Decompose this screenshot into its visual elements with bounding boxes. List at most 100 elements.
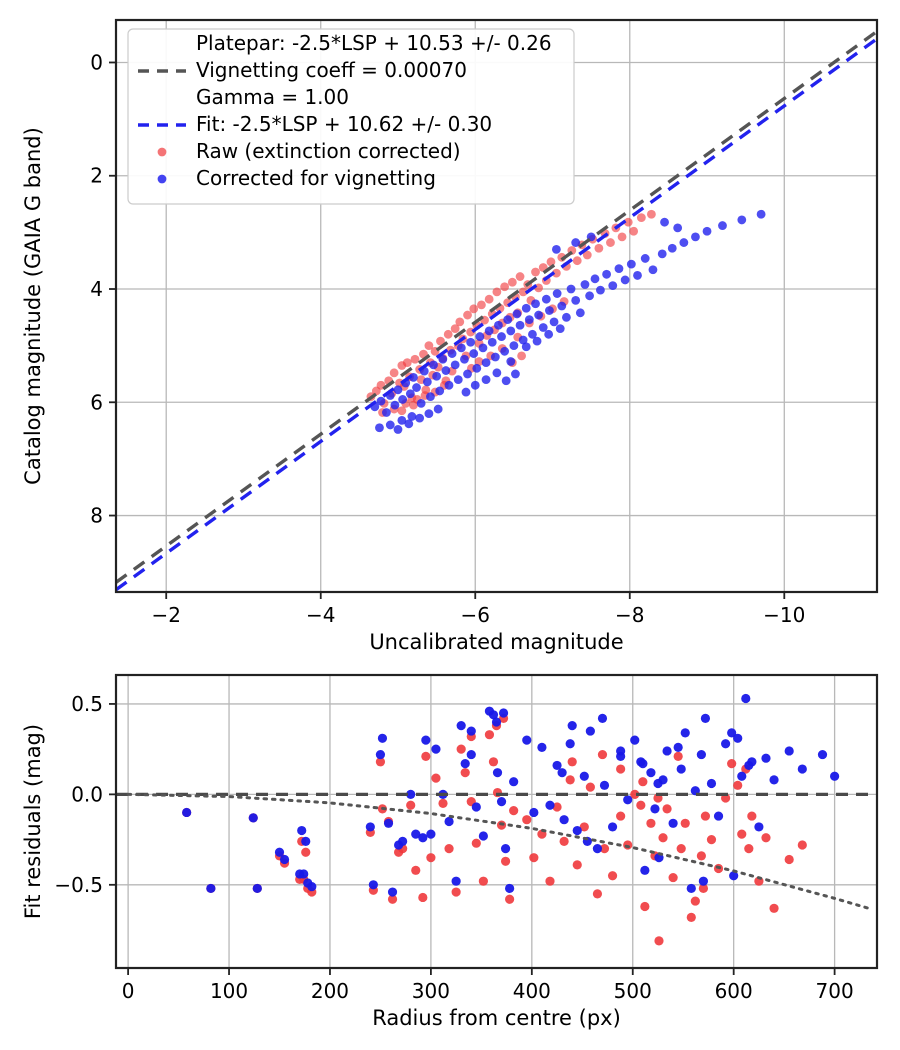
fit-line-fit xyxy=(116,37,877,592)
data-point xyxy=(488,710,499,720)
data-point xyxy=(566,284,576,294)
data-point xyxy=(299,869,309,879)
data-point xyxy=(444,844,454,854)
data-point xyxy=(565,739,575,749)
series-corrected-bottom xyxy=(182,693,840,897)
data-point xyxy=(647,209,656,219)
data-point xyxy=(640,901,650,912)
data-point xyxy=(541,294,551,304)
data-point xyxy=(636,800,646,810)
data-point xyxy=(616,811,626,821)
data-point xyxy=(512,309,522,319)
data-point xyxy=(416,399,426,408)
tick-label-x-2: −6 xyxy=(461,603,490,627)
data-point xyxy=(478,343,488,353)
data-point xyxy=(469,304,479,314)
data-point xyxy=(623,795,633,805)
data-point xyxy=(490,352,500,362)
data-point xyxy=(562,312,571,322)
data-point xyxy=(537,742,547,752)
legend-entry-4[interactable]: Raw (extinction corrected) xyxy=(157,139,461,163)
data-point xyxy=(393,385,403,395)
data-point xyxy=(702,226,712,236)
series-corrected-top xyxy=(370,209,766,434)
data-point xyxy=(733,780,743,790)
data-point xyxy=(552,289,562,298)
legend-entry-0[interactable]: Platepar: -2.5*LSP + 10.53 +/- 0.26 xyxy=(196,31,552,55)
data-point xyxy=(444,816,454,827)
data-point xyxy=(673,742,683,752)
data-point xyxy=(797,840,807,850)
data-point xyxy=(579,771,589,781)
data-point xyxy=(375,757,386,767)
tick-label-x-4: 400 xyxy=(513,979,551,1003)
data-point xyxy=(409,400,418,410)
data-point xyxy=(390,400,400,410)
data-point xyxy=(557,768,567,778)
legend-label-2: Gamma = 1.00 xyxy=(196,85,349,109)
data-point xyxy=(484,730,495,740)
data-point xyxy=(640,865,650,875)
data-point xyxy=(733,733,743,743)
fit-line-platepar xyxy=(116,29,877,584)
data-point xyxy=(727,728,737,738)
data-point xyxy=(466,749,476,760)
legend-entry-2[interactable]: Gamma = 1.00 xyxy=(196,85,349,109)
data-point xyxy=(552,802,562,812)
vignetting-model-curve xyxy=(126,792,872,911)
data-point xyxy=(469,349,479,358)
data-point xyxy=(451,887,461,897)
data-point xyxy=(477,300,486,310)
data-point xyxy=(614,264,624,274)
data-point xyxy=(375,423,384,433)
data-point xyxy=(456,343,466,353)
scatter-group-bottom xyxy=(182,693,840,946)
data-point xyxy=(460,354,469,364)
legend-top: Platepar: -2.5*LSP + 10.53 +/- 0.26 Vigne… xyxy=(127,28,575,205)
legend-entry-5[interactable]: Corrected for vignetting xyxy=(157,166,436,190)
data-point xyxy=(676,844,686,854)
data-point xyxy=(590,274,600,284)
tick-label-x-4: −10 xyxy=(763,603,805,627)
data-point xyxy=(206,883,216,894)
data-point xyxy=(668,818,678,828)
data-point xyxy=(412,383,421,392)
data-point xyxy=(438,798,448,809)
data-point xyxy=(585,782,595,792)
data-point xyxy=(377,733,388,743)
legend-entry-1[interactable]: Vignetting coeff = 0.00070 xyxy=(138,58,467,82)
data-point xyxy=(623,840,633,850)
data-point xyxy=(575,308,585,318)
data-point xyxy=(700,713,711,724)
data-point xyxy=(478,831,488,841)
data-point xyxy=(383,818,394,828)
data-point xyxy=(585,726,595,736)
data-point xyxy=(599,780,610,790)
data-point xyxy=(737,829,747,839)
data-point xyxy=(422,377,432,387)
data-point xyxy=(424,409,434,418)
data-point xyxy=(597,713,608,724)
data-point xyxy=(301,847,311,857)
legend-entry-3[interactable]: Fit: -2.5*LSP + 10.62 +/- 0.30 xyxy=(138,112,492,136)
data-point xyxy=(534,310,544,320)
data-point xyxy=(521,303,531,313)
data-point xyxy=(754,822,764,832)
data-point xyxy=(506,326,516,336)
data-point xyxy=(463,369,472,379)
data-point xyxy=(638,759,648,769)
data-point xyxy=(443,329,453,339)
legend-box xyxy=(127,28,575,205)
data-point xyxy=(426,853,436,863)
data-point xyxy=(466,726,476,736)
data-point xyxy=(579,822,589,832)
data-point xyxy=(503,315,513,324)
data-point xyxy=(662,746,672,756)
data-point xyxy=(406,789,416,799)
data-point xyxy=(424,341,434,351)
data-point xyxy=(450,360,460,370)
data-point xyxy=(700,811,711,821)
ticks-bottom: 0 100 200 300 400 500 600 700 0.5 0.0 −0.5 xyxy=(54,692,853,1003)
legend-label-4: Raw (extinction corrected) xyxy=(196,139,461,163)
